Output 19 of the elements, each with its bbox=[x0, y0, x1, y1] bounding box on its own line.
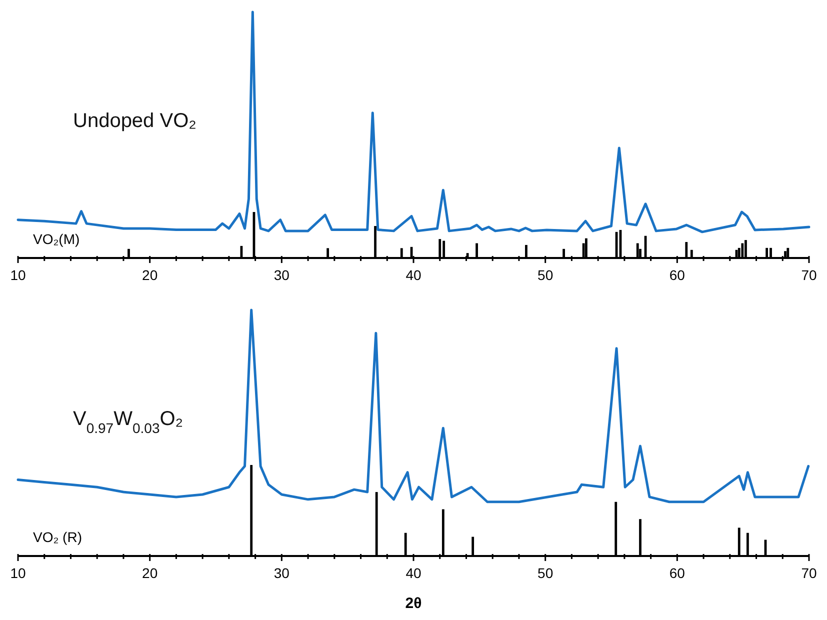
x-tick-label: 50 bbox=[538, 565, 554, 581]
x-axis-title: 2θ bbox=[405, 595, 422, 612]
x-tick-label: 60 bbox=[669, 267, 686, 283]
text: Undoped VO₂ bbox=[73, 110, 196, 132]
x-tick-label: 30 bbox=[274, 565, 290, 581]
x-tick-label: 10 bbox=[10, 267, 26, 283]
x-tick-label: 70 bbox=[801, 267, 817, 283]
x-tick-label: 10 bbox=[10, 565, 26, 581]
x-tick-label: 40 bbox=[406, 565, 422, 581]
text: VO₂(M) bbox=[33, 231, 80, 247]
x-tick-label: 20 bbox=[142, 267, 158, 283]
x-tick-label: 30 bbox=[274, 267, 290, 283]
x-tick-label: 40 bbox=[406, 267, 422, 283]
x-tick-label: 60 bbox=[669, 565, 686, 581]
text: V$_{0.97}$W$_{0.03}$O₂ bbox=[73, 408, 184, 436]
x-tick-label: 70 bbox=[801, 565, 817, 581]
x-tick-label: 50 bbox=[538, 267, 554, 283]
text: VO₂ (R) bbox=[33, 529, 82, 545]
x-tick-label: 20 bbox=[142, 565, 158, 581]
